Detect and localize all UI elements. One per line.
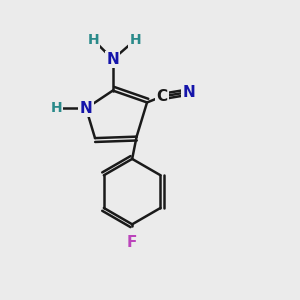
Text: H: H xyxy=(88,33,99,47)
Text: H: H xyxy=(129,33,141,47)
Text: N: N xyxy=(106,52,119,67)
Text: N: N xyxy=(182,85,195,100)
Text: H: H xyxy=(51,101,62,116)
Text: F: F xyxy=(127,235,137,250)
Text: C: C xyxy=(156,89,167,104)
Text: N: N xyxy=(80,101,92,116)
